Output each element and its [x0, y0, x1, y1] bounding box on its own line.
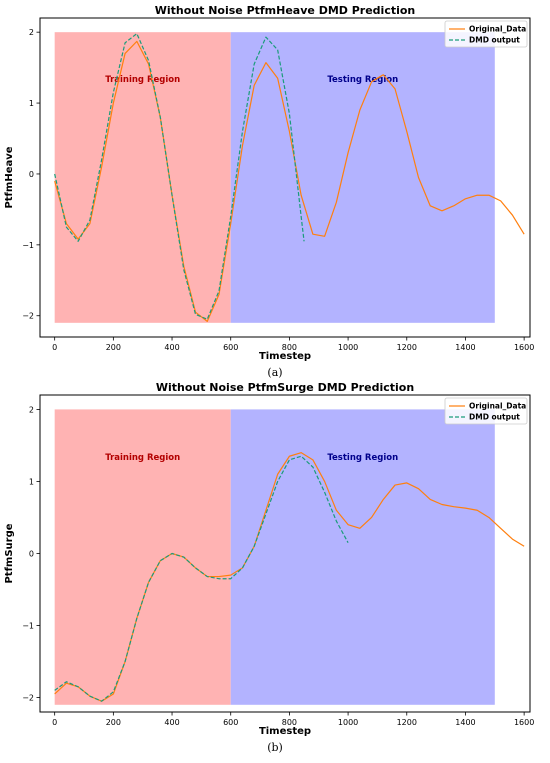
- y-tick-label: −2: [22, 694, 34, 703]
- x-tick-label: 0: [52, 718, 57, 727]
- x-tick-label: 1400: [455, 718, 475, 727]
- legend-label-dmd-output: DMD output: [469, 413, 520, 422]
- y-tick-label: −1: [22, 241, 34, 250]
- legend-box: [444, 397, 528, 425]
- region-testing-area: [230, 32, 495, 323]
- x-tick-label: 800: [282, 718, 297, 727]
- x-tick-label: 0: [52, 343, 57, 352]
- series-line-dmd-output: [54, 455, 349, 702]
- x-tick-label: 400: [164, 343, 179, 352]
- y-axis-label: PtfmHeave: [4, 146, 15, 208]
- region-label-testing: Testing Region: [327, 75, 398, 85]
- x-tick-label: 1200: [397, 718, 417, 727]
- y-tick-label: 0: [29, 170, 34, 179]
- x-tick-label: 200: [106, 343, 121, 352]
- plot-frame: [39, 17, 531, 338]
- legend-box: [444, 20, 528, 48]
- y-tick-label: 0: [29, 550, 34, 559]
- series-line-original-data: [54, 40, 525, 322]
- x-tick-label: 800: [282, 343, 297, 352]
- region-testing-area: [230, 409, 495, 705]
- x-tick-label: 200: [106, 718, 121, 727]
- y-tick-label: 2: [29, 28, 34, 37]
- region-label-training: Training Region: [105, 453, 180, 463]
- legend-label-original-data: Original_Data: [469, 402, 526, 411]
- y-axis-label: PtfmSurge: [4, 523, 15, 583]
- y-tick-label: 1: [29, 99, 34, 108]
- x-axis-label: Timestep: [259, 726, 311, 737]
- figure-caption: (b): [267, 741, 283, 754]
- region-label-testing: Testing Region: [327, 453, 398, 463]
- region-label-training: Training Region: [105, 75, 180, 85]
- chart-title: Without Noise PtfmSurge DMD Prediction: [156, 381, 414, 394]
- x-axis-label: Timestep: [259, 351, 311, 362]
- y-tick-label: 1: [29, 477, 34, 486]
- legend-label-original-data: Original_Data: [469, 25, 526, 34]
- x-tick-label: 600: [223, 718, 238, 727]
- region-training-area: [54, 409, 231, 705]
- x-tick-label: 400: [164, 718, 179, 727]
- series-line-dmd-output: [54, 33, 305, 320]
- x-tick-label: 1600: [514, 718, 534, 727]
- x-tick-label: 600: [223, 343, 238, 352]
- y-tick-label: 2: [29, 405, 34, 414]
- figure-caption: (a): [267, 366, 282, 379]
- x-tick-label: 1400: [455, 343, 475, 352]
- x-tick-label: 1200: [397, 343, 417, 352]
- x-tick-label: 1600: [514, 343, 534, 352]
- y-tick-label: −1: [22, 622, 34, 631]
- x-tick-label: 1000: [338, 343, 358, 352]
- x-tick-label: 1000: [338, 718, 358, 727]
- chart-title: Without Noise PtfmHeave DMD Prediction: [155, 4, 416, 17]
- region-training-area: [54, 32, 231, 323]
- legend-label-dmd-output: DMD output: [469, 36, 520, 45]
- y-tick-label: −2: [22, 312, 34, 321]
